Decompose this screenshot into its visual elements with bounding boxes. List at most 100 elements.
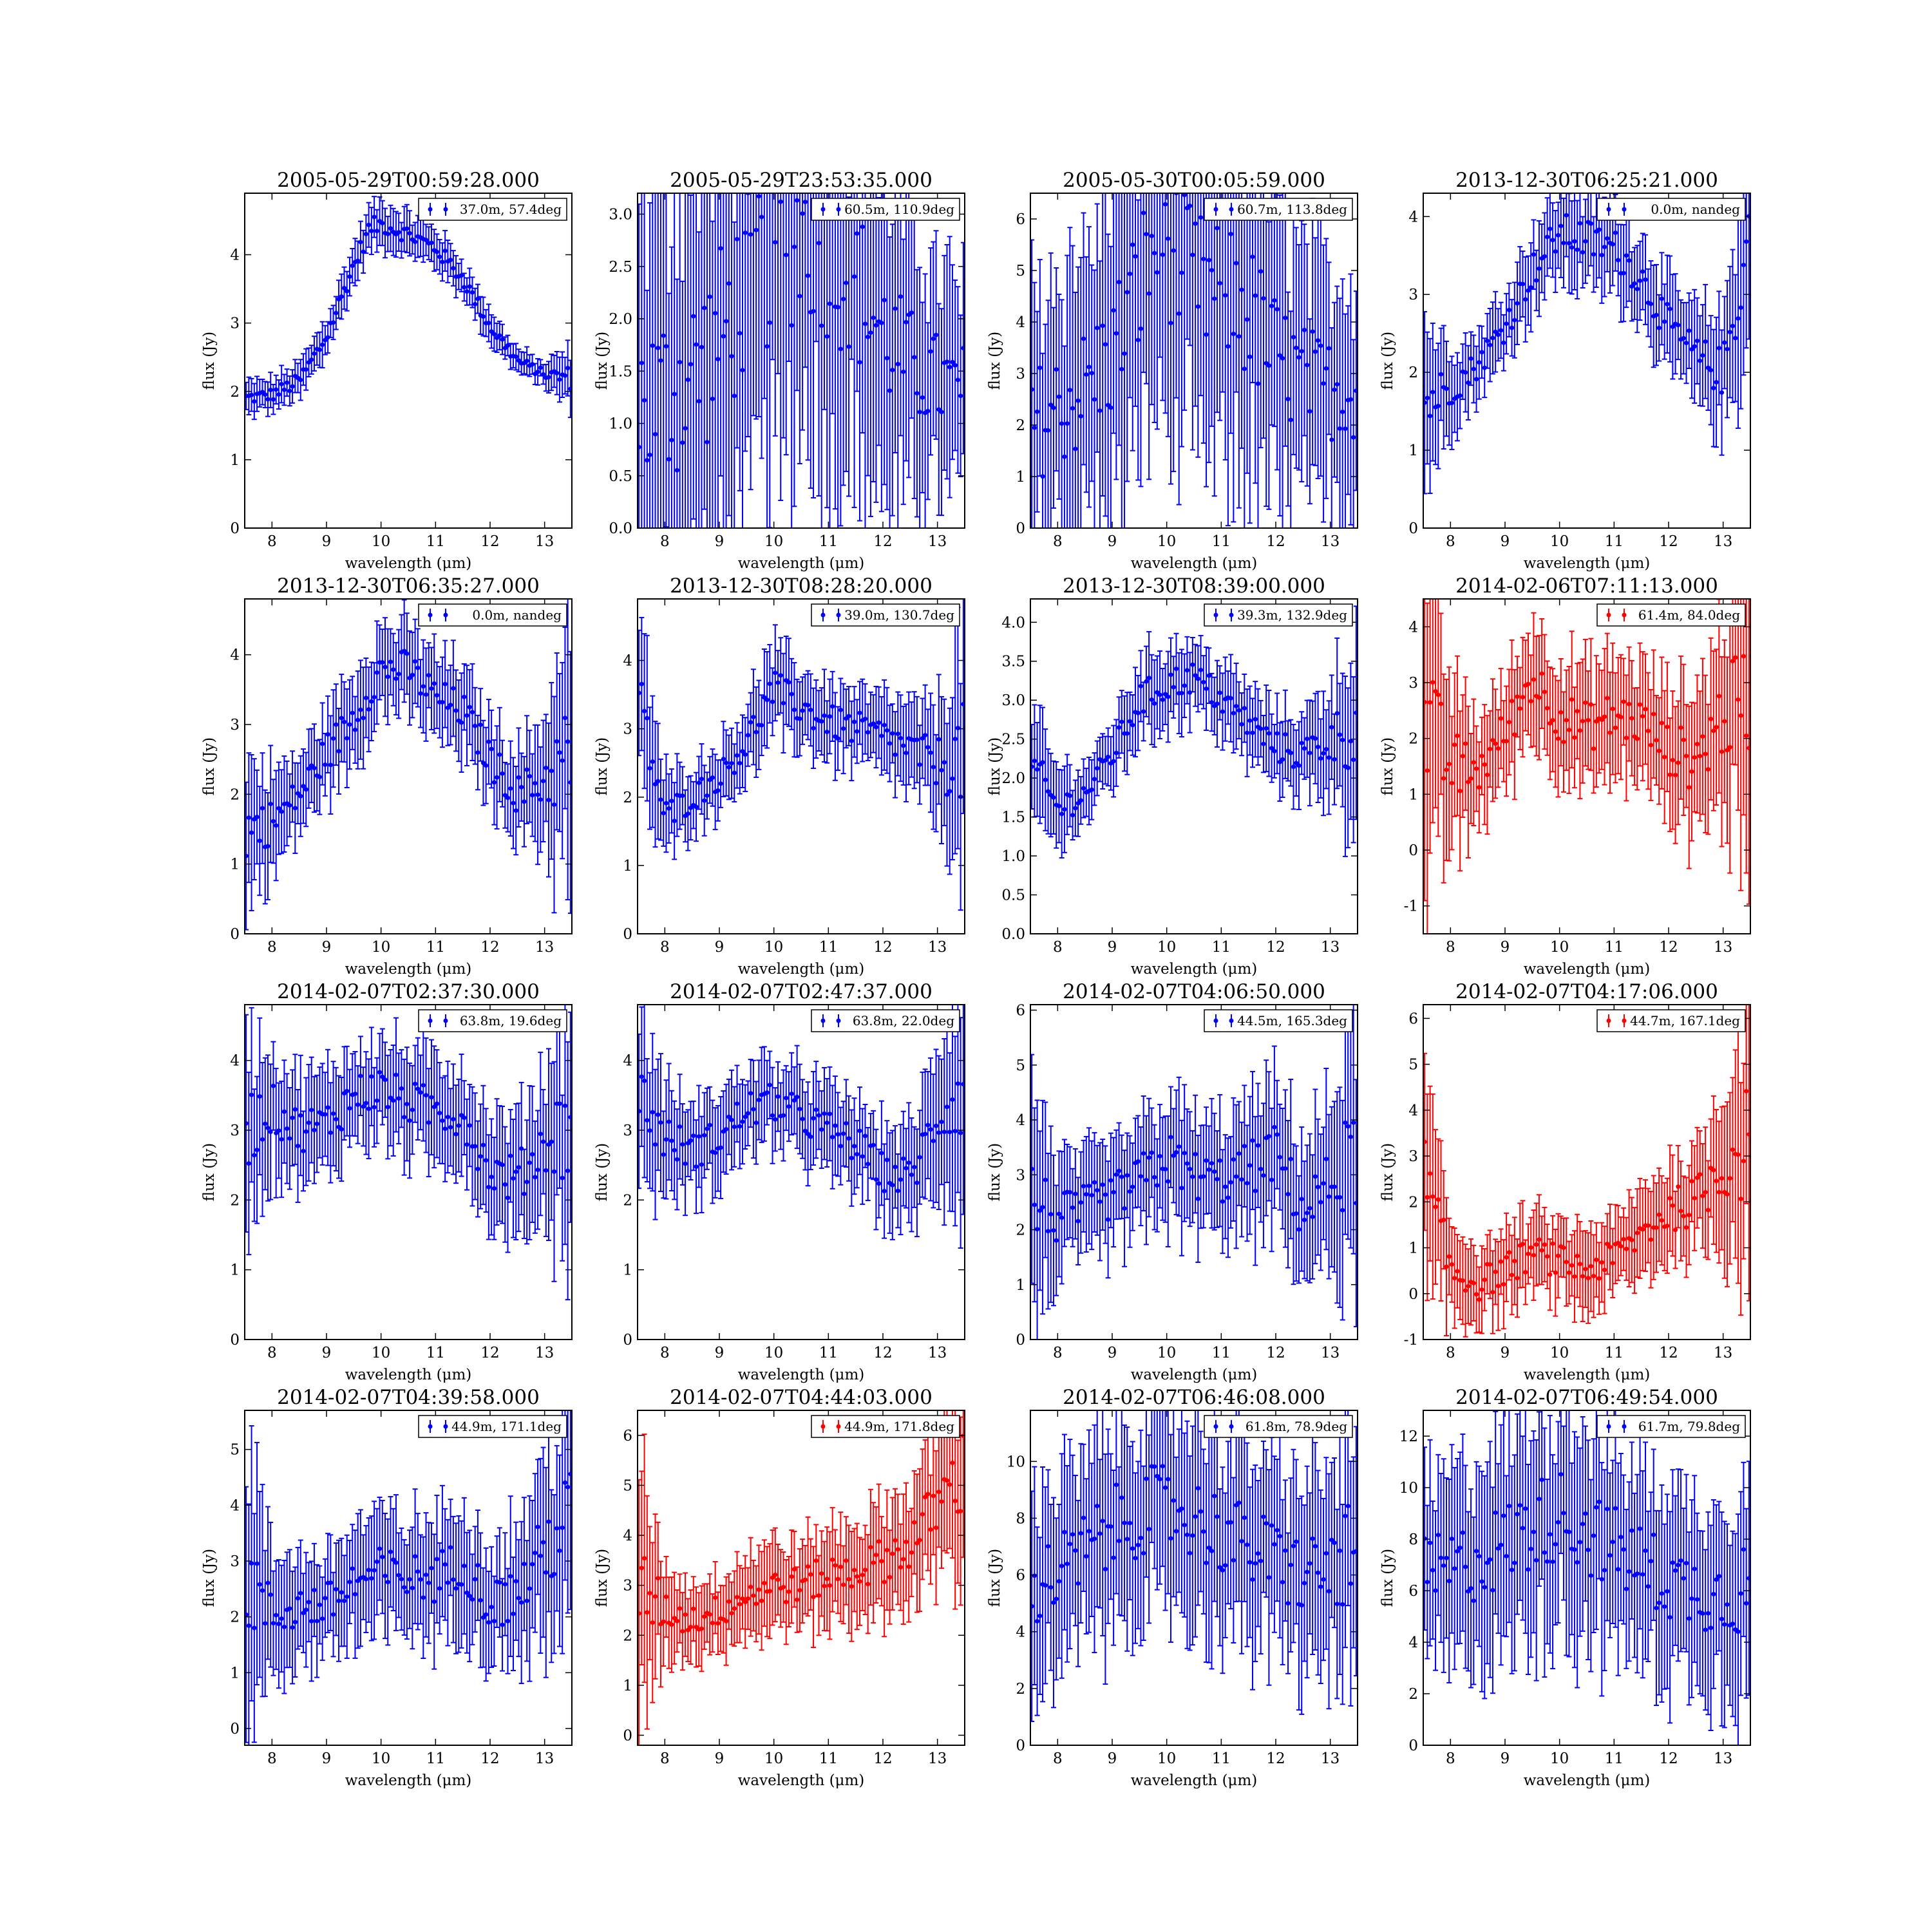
data-point (323, 337, 328, 343)
data-point (1177, 311, 1182, 316)
data-point (1501, 340, 1506, 345)
data-point (1736, 316, 1741, 321)
data-point (557, 377, 562, 382)
data-point (260, 1137, 265, 1142)
data-point (1307, 750, 1312, 755)
x-axis-label: wavelength (μm) (345, 1367, 472, 1383)
data-point (486, 320, 491, 325)
data-point (440, 260, 445, 265)
data-point (920, 736, 925, 741)
data-point (320, 342, 325, 347)
data-point (1051, 405, 1056, 410)
data-point (374, 1098, 379, 1103)
legend-box (1596, 603, 1746, 627)
x-tick-label: 9 (322, 939, 332, 956)
data-point (661, 333, 666, 338)
y-tick-label: 4 (230, 1053, 240, 1070)
data-point (762, 156, 766, 161)
data-point (1457, 393, 1463, 398)
data-point (672, 819, 677, 824)
data-point (1479, 350, 1484, 355)
data-point (838, 707, 843, 712)
y-tick-label: 0 (230, 926, 240, 943)
x-axis-label: wavelength (μm) (345, 961, 472, 978)
legend-marker (820, 612, 826, 618)
plot-title: 2005-05-29T23:53:35.000 (670, 169, 933, 192)
data-point (1043, 777, 1048, 782)
data-point (1130, 723, 1135, 728)
data-point (1067, 388, 1072, 393)
data-point (1296, 763, 1302, 768)
data-point (1550, 717, 1555, 723)
data-point (1435, 403, 1441, 408)
data-point (301, 784, 306, 789)
x-tick-label: 10 (1157, 939, 1176, 956)
data-point (1048, 402, 1054, 408)
data-point (1542, 254, 1547, 259)
x-tick-label: 9 (322, 1345, 332, 1361)
data-point (688, 1138, 694, 1143)
data-point (1698, 753, 1703, 759)
data-point (857, 710, 862, 715)
data-point (1659, 296, 1664, 301)
data-point (399, 1086, 404, 1091)
data-point (1329, 724, 1334, 730)
plot-title: 2014-02-07T02:37:30.000 (277, 980, 540, 1003)
data-point (767, 681, 772, 687)
data-point (467, 284, 472, 289)
data-point (740, 1119, 745, 1124)
data-point (855, 231, 860, 236)
data-point (1428, 700, 1433, 705)
data-point (1332, 757, 1337, 762)
data-point (1479, 753, 1484, 759)
y-tick-label: 1 (1408, 442, 1418, 459)
data-point (478, 1154, 483, 1159)
data-point (1327, 346, 1332, 351)
data-point (1583, 239, 1588, 244)
data-point (497, 752, 502, 757)
y-tick-label: 2 (1408, 731, 1418, 748)
data-point (1711, 386, 1716, 391)
x-tick-label: 8 (660, 939, 670, 956)
data-point (462, 694, 467, 699)
data-point (345, 289, 350, 294)
data-point (486, 1184, 491, 1189)
data-point (1073, 446, 1078, 451)
x-tick-label: 9 (322, 533, 332, 550)
data-point (437, 1110, 442, 1115)
data-point (1744, 733, 1749, 738)
data-point (415, 1086, 421, 1092)
y-axis-label: flux (Jy) (201, 737, 218, 796)
data-point (334, 722, 339, 727)
data-point (1152, 701, 1157, 706)
data-point (363, 231, 368, 236)
data-point (434, 1101, 439, 1106)
data-point (1423, 699, 1427, 705)
data-point (1488, 746, 1493, 752)
legend-marker (836, 612, 841, 618)
data-point (1318, 756, 1323, 761)
data-point (1545, 706, 1550, 711)
data-point (1046, 789, 1051, 794)
data-point (1149, 233, 1154, 238)
y-tick-label: 3.0 (609, 207, 632, 223)
x-tick-label: 9 (715, 533, 724, 550)
data-point (1466, 380, 1471, 385)
data-point (898, 735, 904, 741)
data-point (345, 1088, 350, 1094)
data-point (1700, 734, 1705, 739)
data-point (1561, 739, 1566, 744)
data-point (323, 762, 328, 767)
data-point (388, 1095, 393, 1101)
data-point (1274, 731, 1280, 736)
data-point (1266, 731, 1271, 736)
data-point (1662, 319, 1667, 324)
data-point (824, 729, 829, 734)
data-point (1709, 716, 1714, 721)
data-point (1056, 394, 1061, 399)
data-point (1700, 353, 1705, 358)
data-point (1684, 341, 1689, 346)
data-point (480, 1142, 486, 1148)
data-point (513, 808, 518, 813)
data-point (312, 1128, 317, 1133)
